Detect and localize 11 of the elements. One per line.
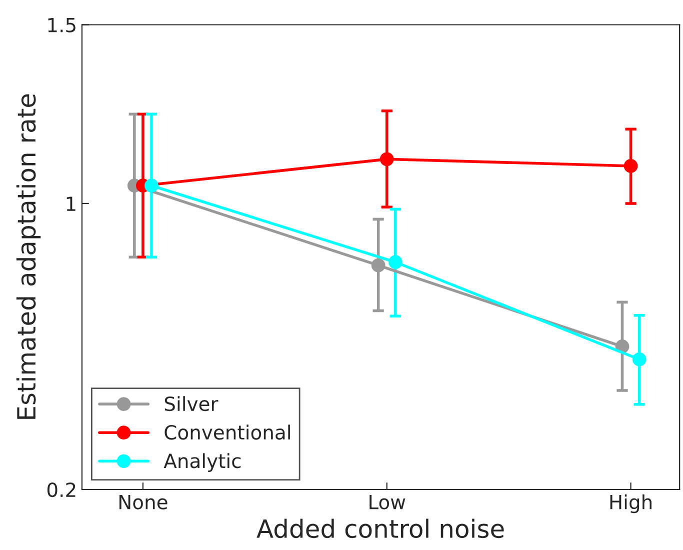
legend-label: Analytic [164,453,241,472]
x-axis-title: Added control noise [256,518,504,538]
y-tick-label: 0.2 [47,482,76,498]
x-tick-label: None [119,494,168,510]
x-tick-label: High [610,494,652,514]
y-tick-label: 1.5 [48,18,76,32]
y-tick-label: 1 [66,196,76,211]
legend-label: Silver [164,396,218,412]
y-axis-title: Estimated adaptation rate [16,94,41,419]
x-tick-label: Low [370,494,406,510]
legend-label: Conventional [164,424,290,440]
